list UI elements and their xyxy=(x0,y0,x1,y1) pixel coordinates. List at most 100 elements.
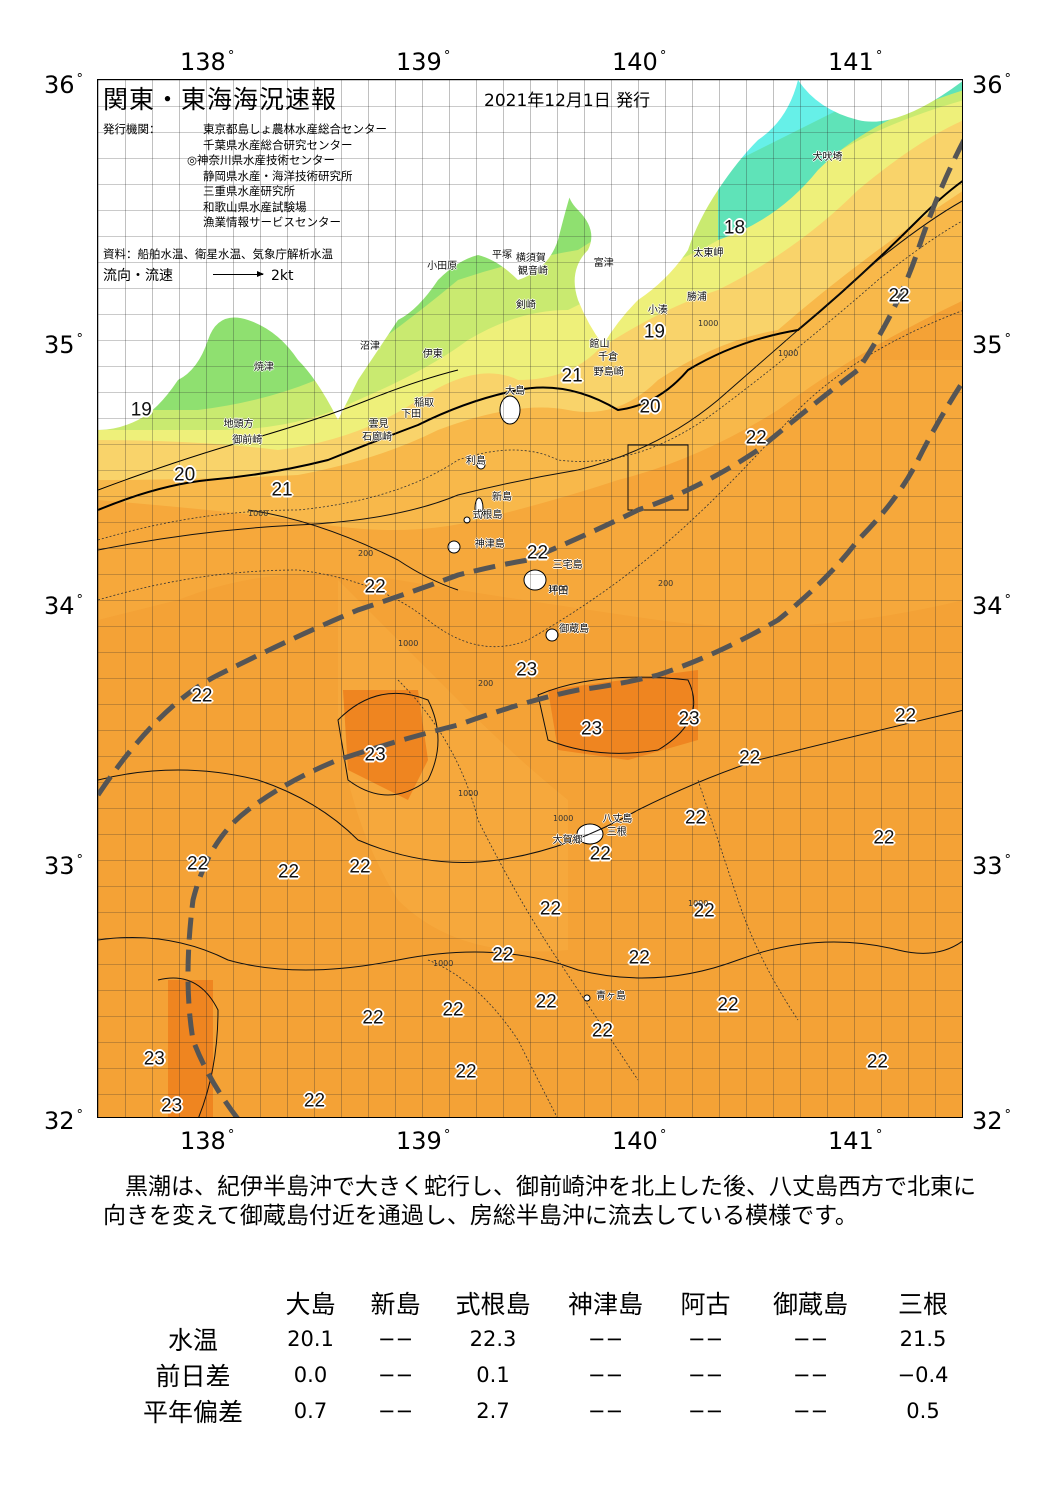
temperature-label: 22 xyxy=(745,427,767,449)
page-title: 関東・東海海況速報 xyxy=(103,85,338,114)
place-label: 剣崎 xyxy=(515,299,536,311)
place-label: 石廊崎 xyxy=(362,432,393,444)
table-cell: 21.5 xyxy=(899,1327,947,1351)
lat-label-right-33: 33 ° xyxy=(972,852,1012,880)
table-cell: −− xyxy=(792,1363,829,1387)
place-label: 御前崎 xyxy=(232,434,263,446)
agencies-label: 発行機関： xyxy=(103,122,161,136)
flow-legend-label: 流向・流速 xyxy=(103,268,173,284)
lat-label-left-36: 36 ° xyxy=(44,71,84,99)
depth-label: 1000 xyxy=(248,509,269,518)
table-cell: −− xyxy=(587,1363,624,1387)
summary-text: 黒潮は、紀伊半島沖で大きく蛇行し、御前崎沖を北上した後、八丈島西方で北東に向きを… xyxy=(103,1174,976,1229)
row-label: 水温 xyxy=(167,1326,218,1355)
temperature-label: 21 xyxy=(561,365,583,387)
table-header-row: 大島 新島 式根島 神津島 阿古 御蔵島 三根 xyxy=(118,1285,973,1321)
temperature-label: 22 xyxy=(191,685,213,707)
temperature-label: 22 xyxy=(303,1090,326,1112)
temperature-label: 18 xyxy=(723,217,746,239)
issuing-agencies: 発行機関： 東京都島しょ農林水産総合センター 千葉県水産総合研究センター ◎神奈川… xyxy=(103,122,387,231)
place-label: 沼津 xyxy=(359,341,380,353)
row-label: 前日差 xyxy=(155,1362,231,1391)
table-row: 平年偏差 0.7 −− 2.7 −− −− −− 0.5 xyxy=(118,1393,973,1429)
lat-label-left-32: 32 ° xyxy=(44,1107,84,1135)
temperature-label: 22 xyxy=(539,898,562,920)
place-label: 富津 xyxy=(593,258,614,270)
table-cell: 0.0 xyxy=(293,1363,328,1387)
temperature-label: 23 xyxy=(161,1095,183,1117)
table-cell: −0.4 xyxy=(897,1363,949,1387)
depth-label: 1000 xyxy=(548,584,569,593)
place-label: 御蔵島 xyxy=(559,624,590,636)
depth-label: 1000 xyxy=(688,899,709,908)
depth-label: 200 xyxy=(658,579,674,588)
lon-label-top-141: 141 ° xyxy=(828,48,883,76)
temperature-label: 23 xyxy=(143,1048,165,1070)
table-row: 水温 20.1 −− 22.3 −− −− −− 21.5 xyxy=(118,1321,973,1357)
place-label: 犬吠埼 xyxy=(812,151,843,163)
temperature-label: 22 xyxy=(628,947,650,969)
temperature-label: 22 xyxy=(349,856,371,878)
table-cell: 2.7 xyxy=(476,1399,510,1423)
place-label: 三根 xyxy=(606,827,627,839)
lon-label-top-139: 139 ° xyxy=(396,48,451,76)
temperature-label: 23 xyxy=(678,708,700,730)
agency-item: 千葉県水産総合研究センター xyxy=(203,137,353,152)
temperature-label: 22 xyxy=(364,576,386,597)
table-cell: −− xyxy=(687,1327,724,1351)
depth-label: 1000 xyxy=(458,789,479,798)
table-cell: 22.3 xyxy=(469,1327,517,1351)
temperature-label: 22 xyxy=(591,1020,614,1042)
col-header: 大島 xyxy=(285,1290,336,1319)
temperature-label: 19 xyxy=(643,321,665,343)
temperature-label: 22 xyxy=(717,994,739,1016)
depth-label: 1000 xyxy=(698,319,719,328)
temperature-label: 22 xyxy=(894,705,917,727)
temperature-label: 23 xyxy=(581,718,603,740)
place-label: 小湊 xyxy=(647,304,668,316)
table-cell: 0.1 xyxy=(476,1363,510,1387)
temperature-label: 22 xyxy=(442,999,464,1021)
lon-label-top-140: 140 ° xyxy=(612,48,667,76)
place-label: 地頭方 xyxy=(223,419,254,431)
place-label: 観音崎 xyxy=(518,266,548,278)
table-cell: 0.5 xyxy=(906,1399,940,1423)
issue-date: 2021年12月1日 発行 xyxy=(484,91,651,111)
place-label: 太東岬 xyxy=(693,247,724,259)
agency-item: 三重県水産研究所 xyxy=(203,184,295,198)
depth-label: 1000 xyxy=(553,814,574,823)
flow-arrow-icon xyxy=(213,270,264,277)
col-header: 神津島 xyxy=(567,1290,643,1319)
sea-temperature-map: 22 19 21 20 19 22 20 21 22 22 23 22 22 22 23 23 23 22 22 22… xyxy=(97,79,963,1118)
agency-item: 静岡県水産・海洋技術研究所 xyxy=(203,168,353,183)
temperature-label: 23 xyxy=(364,744,386,766)
depth-label: 200 xyxy=(478,679,494,688)
place-label: 小田原 xyxy=(427,260,458,272)
col-header: 阿古 xyxy=(680,1290,731,1319)
temperature-label: 22 xyxy=(187,853,209,875)
depth-label: 1000 xyxy=(398,639,419,648)
table-cell: −− xyxy=(377,1399,414,1423)
place-label: 館山 xyxy=(589,338,610,350)
table-row: 前日差 0.0 −− 0.1 −− −− −− −0.4 xyxy=(118,1357,973,1393)
table-cell: 20.1 xyxy=(287,1327,334,1351)
lat-label-left-33: 33 ° xyxy=(44,852,84,880)
temperature-label: 22 xyxy=(455,1061,477,1083)
data-source: 資料：船舶水温、衛星水温、気象庁解析水温 xyxy=(103,247,333,261)
col-header: 式根島 xyxy=(455,1290,531,1319)
table-cell: −− xyxy=(587,1399,624,1423)
place-label: 横須賀 xyxy=(515,253,546,265)
lat-label-left-34: 34 ° xyxy=(44,592,84,620)
temperature-label: 22 xyxy=(873,827,895,849)
place-label: 大島 xyxy=(505,385,526,397)
temperature-label: 22 xyxy=(693,900,715,922)
temperature-label: 23 xyxy=(516,659,538,681)
lat-label-right-35: 35 ° xyxy=(972,331,1012,359)
flow-legend: 流向・流速 2kt xyxy=(103,267,294,285)
temperature-label: 20 xyxy=(174,464,196,486)
place-label: 三宅島 xyxy=(552,559,583,571)
agency-item: 東京都島しょ農林水産総合センター xyxy=(203,122,387,136)
lon-label-bottom-138: 138 ° xyxy=(180,1127,235,1155)
col-header: 三根 xyxy=(897,1290,948,1319)
temperature-label: 22 xyxy=(492,944,514,966)
